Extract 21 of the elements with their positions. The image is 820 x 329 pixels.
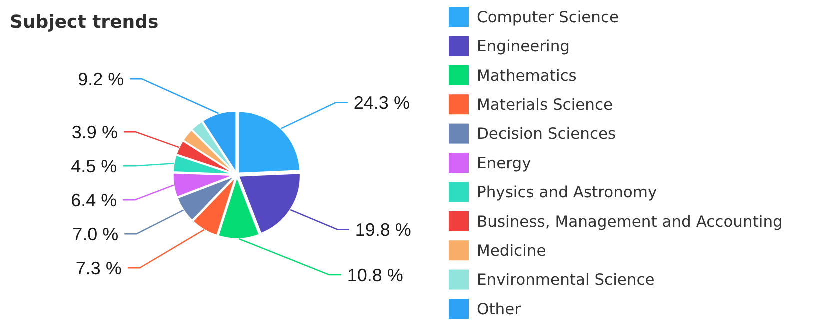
data-label: 19.8 % [355,220,412,240]
data-label: 3.9 % [72,122,118,142]
data-label: 24.3 % [354,93,410,114]
data-label: 6.4 % [71,190,118,210]
legend-label: Physics and Astronomy [477,184,658,202]
legend-label: Materials Science [477,96,614,114]
legend-label: Engineering [477,38,570,56]
legend-label: Mathematics [477,66,577,85]
data-label: 7.0 % [72,224,119,244]
legend-label: Environmental Science [477,271,655,290]
legend-label: Decision Sciences [477,125,616,144]
chart-title: Subject trends [10,12,159,33]
data-label: 10.8 % [347,265,404,286]
legend-label: Business, Management and Accounting [477,212,783,231]
legend-label: Energy [477,154,532,172]
data-label: 7.3 % [76,258,122,278]
legend-label: Other [477,300,522,318]
legend-label: Medicine [477,242,546,260]
data-label: 9.2 % [78,69,124,90]
data-label: 4.5 % [71,156,118,176]
legend-label: Computer Science [477,8,620,26]
